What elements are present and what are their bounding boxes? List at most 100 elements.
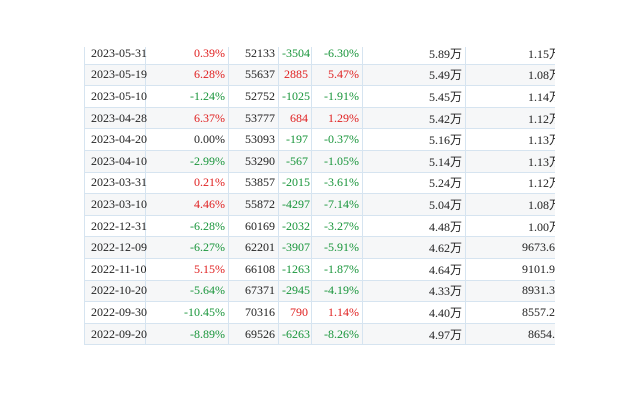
table-cell: 53777 [228,106,279,130]
table-cell: 5.14万 [362,149,466,173]
table-cell: 69526 [228,322,279,346]
table-cell: 4.62万 [362,236,466,259]
table-cell: 1.00万 [465,214,555,238]
table-cell: -1.24% [145,85,229,108]
table-cell: -1.87% [311,257,363,281]
table-cell: 53290 [228,149,279,173]
table-cell: -1025 [278,85,312,108]
table-cell: 52133 [228,47,279,65]
table-cell: 52752 [228,85,279,108]
table-cell: 6.28% [145,63,229,87]
table-cell: -5.64% [145,279,229,303]
table-row: 2022-09-20 -8.89% 69526 -6263 -8.26% 4.97万 865… [84,322,555,346]
table-cell: 5.04万 [362,193,466,216]
table-cell: 1.29% [311,106,363,130]
table-cell: 55637 [228,63,279,87]
table-cell: 2023-04-20 [84,128,147,151]
table-cell: 1.12万 [465,106,555,130]
table-cell: 4.33万 [362,279,466,303]
table-cell: 2023-05-31 [84,47,147,65]
table-cell: 6.37% [145,106,229,130]
table-cell: -10.45% [145,301,229,324]
table-cell: 2022-12-09 [84,236,147,259]
table-cell: 4.64万 [362,257,466,281]
table-cell: -5.91% [311,236,363,259]
table-cell: 5.15% [145,257,229,281]
table-cell: 8931.33 [465,279,555,303]
table-row: 2023-04-20 0.00% 53093 -197 -0.37% 5.16万 1.13万 [84,128,555,151]
table-cell: 2023-04-28 [84,106,147,130]
table-cell: -2.99% [145,149,229,173]
table-cell: 2885 [278,63,312,87]
table-cell: 5.42万 [362,106,466,130]
table-cell: -3504 [278,47,312,65]
table-row: 2023-04-28 6.37% 53777 684 1.29% 5.42万 1.12万 [84,106,555,130]
table-cell: -1263 [278,257,312,281]
table-row: 2023-04-10 -2.99% 53290 -567 -1.05% 5.14万 1.13… [84,149,555,173]
table-cell: -3.61% [311,171,363,195]
table-cell: -3907 [278,236,312,259]
table-cell: 1.14% [311,301,363,324]
table-cell: -4.19% [311,279,363,303]
table-cell: -197 [278,128,312,151]
table-cell: 1.14万 [465,85,555,108]
table-row: 2022-11-10 5.15% 66108 -1263 -1.87% 4.64万 9101… [84,257,555,281]
table-cell: -2015 [278,171,312,195]
table-cell: -4297 [278,193,312,216]
table-row: 2022-10-20 -5.64% 67371 -2945 -4.19% 4.33万 893… [84,279,555,303]
table-cell: -6.28% [145,214,229,238]
table-cell: 684 [278,106,312,130]
table-cell: 2023-03-10 [84,193,147,216]
table-cell: 1.13万 [465,128,555,151]
table-cell: -6.30% [311,47,363,65]
table-row: 2023-05-19 6.28% 55637 2885 5.47% 5.49万 1.08万 [84,63,555,87]
table-cell: 2022-11-10 [84,257,147,281]
table-cell: -6.27% [145,236,229,259]
table-cell: -6263 [278,322,312,346]
table-cell: 5.45万 [362,85,466,108]
table-cell: 9101.96 [465,257,555,281]
table-cell: 55872 [228,193,279,216]
table-cell: -1.91% [311,85,363,108]
table-cell: 8654.5 [465,322,555,346]
table-row: 2022-12-31 -6.28% 60169 -2032 -3.27% 4.48万 1.0… [84,214,555,238]
table-cell: 1.13万 [465,149,555,173]
table-cell: 5.16万 [362,128,466,151]
table-cell: 53093 [228,128,279,151]
table-cell: 2023-05-10 [84,85,147,108]
table-cell: 5.49万 [362,63,466,87]
table-cell: 4.40万 [362,301,466,324]
table-row: 2023-05-10 -1.24% 52752 -1025 -1.91% 5.45万 1.1… [84,85,555,108]
table-cell: 62201 [228,236,279,259]
table-cell: -567 [278,149,312,173]
table-row: 2022-12-09 -6.27% 62201 -3907 -5.91% 4.62万 967… [84,236,555,259]
table-cell: -7.14% [311,193,363,216]
table-cell: 2023-04-10 [84,149,147,173]
table-cell: 0.21% [145,171,229,195]
table-cell: 1.08万 [465,63,555,87]
table-cell: -1.05% [311,149,363,173]
table-cell: -3.27% [311,214,363,238]
table-row: 2023-05-31 0.39% 52133 -3504 -6.30% 5.89万 1.15… [84,47,555,65]
table-cell: 2023-05-19 [84,63,147,87]
table-cell: 2023-03-31 [84,171,147,195]
table-cell: -8.26% [311,322,363,346]
table-row: 2023-03-10 4.46% 55872 -4297 -7.14% 5.04万 1.08… [84,193,555,216]
table-cell: 2022-09-20 [84,322,147,346]
table-cell: 2022-12-31 [84,214,147,238]
table-cell: 60169 [228,214,279,238]
table-cell: 70316 [228,301,279,324]
table-cell: -8.89% [145,322,229,346]
table-cell: 8557.26 [465,301,555,324]
table-cell: -2032 [278,214,312,238]
table-cell: -2945 [278,279,312,303]
table-cell: 66108 [228,257,279,281]
table-cell: 2022-09-30 [84,301,147,324]
table-row: 2023-03-31 0.21% 53857 -2015 -3.61% 5.24万 1.12… [84,171,555,195]
table-cell: 4.46% [145,193,229,216]
table-cell: 0.00% [145,128,229,151]
table-cell: 4.48万 [362,214,466,238]
table-cell: 1.08万 [465,193,555,216]
table-cell: 9673.68 [465,236,555,259]
